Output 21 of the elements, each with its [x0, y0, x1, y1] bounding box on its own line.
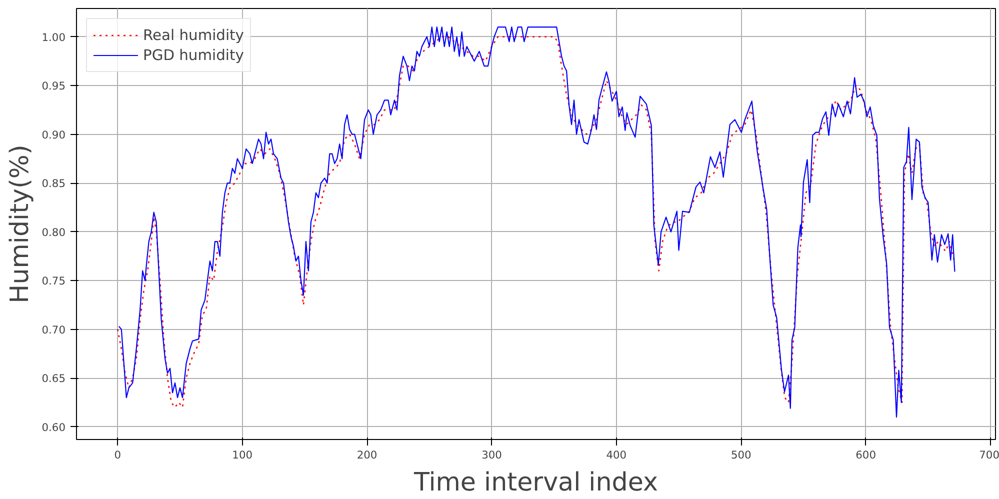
x-tick-label: 500	[730, 448, 752, 462]
y-axis-title: Humidity(%)	[4, 144, 34, 304]
x-tick-label: 700	[979, 448, 999, 462]
legend-label: PGD humidity	[143, 46, 244, 64]
y-tick-label: 0.85	[42, 177, 66, 190]
y-tick-label: 1.00	[42, 30, 66, 44]
x-tick-label: 100	[232, 448, 253, 462]
y-tick-label: 0.95	[42, 80, 66, 93]
x-tick-label: 400	[606, 448, 627, 462]
y-tick-label: 0.90	[42, 128, 66, 142]
y-tick-label: 0.70	[42, 323, 66, 336]
y-tick-label: 0.75	[42, 274, 66, 288]
legend-label: Real humidity	[143, 26, 244, 44]
y-tick-label: 0.65	[42, 372, 66, 386]
x-tick-label: 300	[482, 448, 502, 462]
y-tick-label: 0.80	[42, 226, 66, 239]
y-tick-label: 0.60	[42, 420, 66, 434]
x-tick-label: 600	[856, 448, 876, 462]
x-tick-label: 200	[356, 448, 378, 462]
x-tick-label: 0	[114, 448, 122, 462]
x-axis-title: Time interval index	[413, 466, 658, 496]
